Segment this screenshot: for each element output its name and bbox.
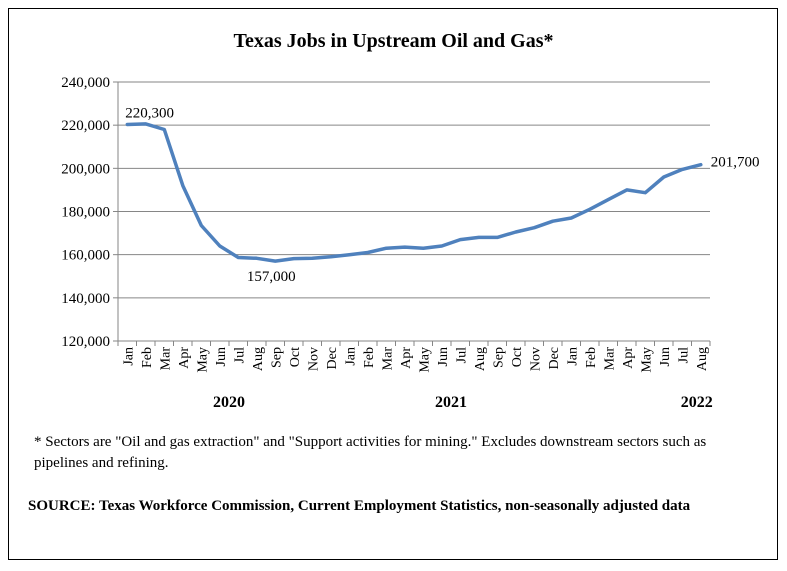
data-label: 220,300 bbox=[125, 106, 174, 122]
x-tick-label: Feb bbox=[140, 347, 155, 368]
year-label: 2021 bbox=[435, 394, 467, 411]
footnote: * Sectors are "Oil and gas extraction" a… bbox=[34, 434, 707, 471]
x-tick-label: Jan bbox=[121, 347, 136, 366]
x-tick-label: Oct bbox=[510, 347, 525, 367]
chart-frame bbox=[8, 8, 778, 560]
data-label: 201,700 bbox=[711, 155, 760, 171]
x-tick-label: Apr bbox=[399, 347, 414, 369]
x-tick-label: Apr bbox=[621, 347, 636, 369]
x-tick-label: Sep bbox=[269, 347, 284, 368]
x-tick-label: Mar bbox=[380, 347, 395, 371]
year-label: 2022 bbox=[681, 394, 713, 411]
year-label: 2020 bbox=[213, 394, 245, 411]
x-tick-label: Aug bbox=[695, 347, 710, 371]
x-tick-label: Sep bbox=[491, 347, 506, 368]
data-label: 157,000 bbox=[247, 269, 296, 285]
y-tick-label: 220,000 bbox=[61, 118, 110, 134]
x-tick-label: Mar bbox=[158, 347, 173, 371]
x-tick-label: Nov bbox=[306, 347, 321, 371]
y-tick-label: 200,000 bbox=[61, 161, 110, 177]
y-tick-label: 140,000 bbox=[61, 291, 110, 307]
y-tick-label: 240,000 bbox=[61, 75, 110, 91]
y-tick-label: 180,000 bbox=[61, 205, 110, 221]
x-tick-label: Jul bbox=[676, 347, 691, 363]
y-tick-label: 120,000 bbox=[61, 334, 110, 350]
x-tick-label: Jun bbox=[214, 347, 229, 366]
x-tick-label: Oct bbox=[288, 347, 303, 367]
x-tick-label: May bbox=[195, 347, 210, 373]
x-tick-label: Apr bbox=[177, 347, 192, 369]
line-chart: 120,000 140,000 160,000 180,000 200,000 220,0… bbox=[61, 75, 760, 411]
x-tick-label: Jul bbox=[232, 347, 247, 363]
series-line bbox=[125, 122, 703, 263]
x-tick-label: Jun bbox=[658, 347, 673, 366]
x-tick-label: Feb bbox=[584, 347, 599, 368]
x-tick-label: Jun bbox=[436, 347, 451, 366]
y-tick-label: 160,000 bbox=[61, 248, 110, 264]
x-tick-label: Feb bbox=[362, 347, 377, 368]
x-tick-label: Nov bbox=[528, 347, 543, 371]
x-tick-label: Mar bbox=[602, 347, 617, 371]
x-tick-label: Dec bbox=[547, 347, 562, 370]
x-tick-label: Jul bbox=[454, 347, 469, 363]
source-note: SOURCE: Texas Workforce Commission, Curr… bbox=[28, 498, 691, 514]
chart-title: Texas Jobs in Upstream Oil and Gas* bbox=[233, 30, 554, 52]
x-tick-label: Aug bbox=[473, 347, 488, 371]
x-tick-label: Jan bbox=[565, 347, 580, 366]
x-tick-label: May bbox=[417, 347, 432, 373]
x-tick-label: Jan bbox=[343, 347, 358, 366]
x-tick-label: May bbox=[639, 347, 654, 373]
x-tick-label: Aug bbox=[251, 347, 266, 371]
x-tick-label: Dec bbox=[325, 347, 340, 370]
